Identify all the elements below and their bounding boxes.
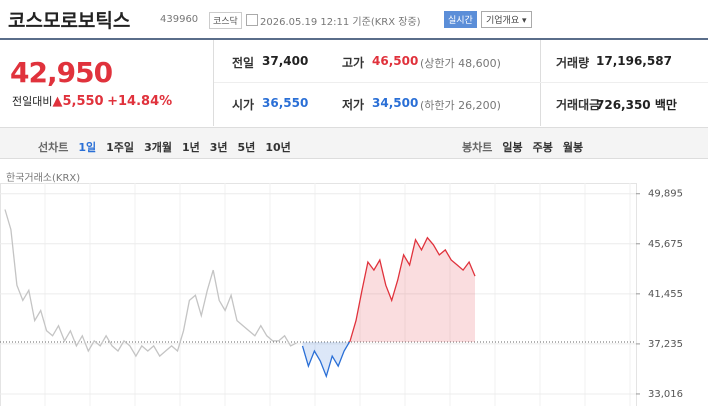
current-price: 42,950: [10, 56, 113, 89]
change-row: 전일대비▲5,550 +14.84%: [12, 94, 173, 109]
candle-tab[interactable]: 주봉: [532, 141, 553, 154]
candle-tab[interactable]: 일봉: [502, 141, 523, 154]
stat-value: 46,500: [372, 54, 419, 68]
realtime-badge[interactable]: 실시간: [444, 11, 477, 28]
stat-value: 34,500: [372, 96, 419, 110]
price-area: [302, 237, 475, 377]
divider: [213, 40, 214, 126]
line-toolbar: 선차트 1일 1주일 3개월 1년 3년 5년 10년: [38, 136, 311, 155]
calendar-icon: [246, 14, 258, 26]
stat-value: 36,550: [262, 96, 309, 110]
stat-note: (상한가 48,600): [420, 57, 501, 70]
stat-value: 17,196,587: [596, 54, 672, 68]
company-button[interactable]: 기업개요 ▾: [481, 11, 532, 28]
change-label: 전일대비: [12, 95, 53, 108]
stat-note: (하한가 26,200): [420, 99, 501, 112]
stat-label: 고가: [342, 56, 365, 70]
row-rule: [214, 82, 708, 83]
period-tab[interactable]: 1일: [78, 141, 97, 154]
stat-value: 37,400: [262, 54, 309, 68]
candle-toolbar: 봉차트 일봉 주봉 월봉: [462, 136, 603, 155]
stat-value: 726,350 백만: [596, 98, 677, 112]
stat-label: 거래대금: [556, 98, 601, 112]
price-line: [4, 209, 297, 358]
company-button-label: 기업개요: [486, 16, 520, 26]
line-chart-label: 선차트: [38, 141, 69, 154]
stat-divider: [540, 40, 541, 126]
market-badge: 코스닥: [209, 12, 242, 29]
stock-code: 439960: [160, 14, 199, 25]
candle-tab[interactable]: 월봉: [562, 141, 584, 154]
y-tick-label: 49,895: [648, 189, 683, 200]
period-tab[interactable]: 3년: [209, 141, 228, 154]
stat-label: 저가: [342, 98, 365, 112]
y-tick-label: 41,455: [648, 289, 683, 300]
period-tab[interactable]: 10년: [265, 141, 291, 154]
stock-name: 코스모로보틱스: [8, 10, 131, 32]
chart-source: 한국거래소(KRX): [6, 173, 81, 184]
candle-chart-label: 봉차트: [462, 141, 493, 154]
price-line: [301, 236, 476, 379]
y-tick-label: 45,675: [648, 239, 683, 250]
y-tick-label: 37,235: [648, 339, 683, 350]
change: 5,550: [62, 94, 104, 109]
header-rule: [0, 38, 708, 40]
stat-label: 거래량: [556, 56, 590, 70]
datetime: 2026.05.19 12:11 기준(KRX 장중): [260, 17, 421, 28]
change-rate: +14.84%: [107, 94, 173, 109]
y-tick-label: 33,016: [648, 389, 683, 400]
period-tab[interactable]: 1주일: [106, 141, 135, 154]
toolbar: [0, 127, 708, 159]
period-tab[interactable]: 1년: [181, 141, 200, 154]
stat-label: 시가: [232, 98, 255, 112]
stat-label: 전일: [232, 56, 255, 70]
period-tab[interactable]: 3개월: [144, 141, 172, 154]
period-tab[interactable]: 5년: [237, 141, 256, 154]
plot-border: [0, 183, 637, 406]
